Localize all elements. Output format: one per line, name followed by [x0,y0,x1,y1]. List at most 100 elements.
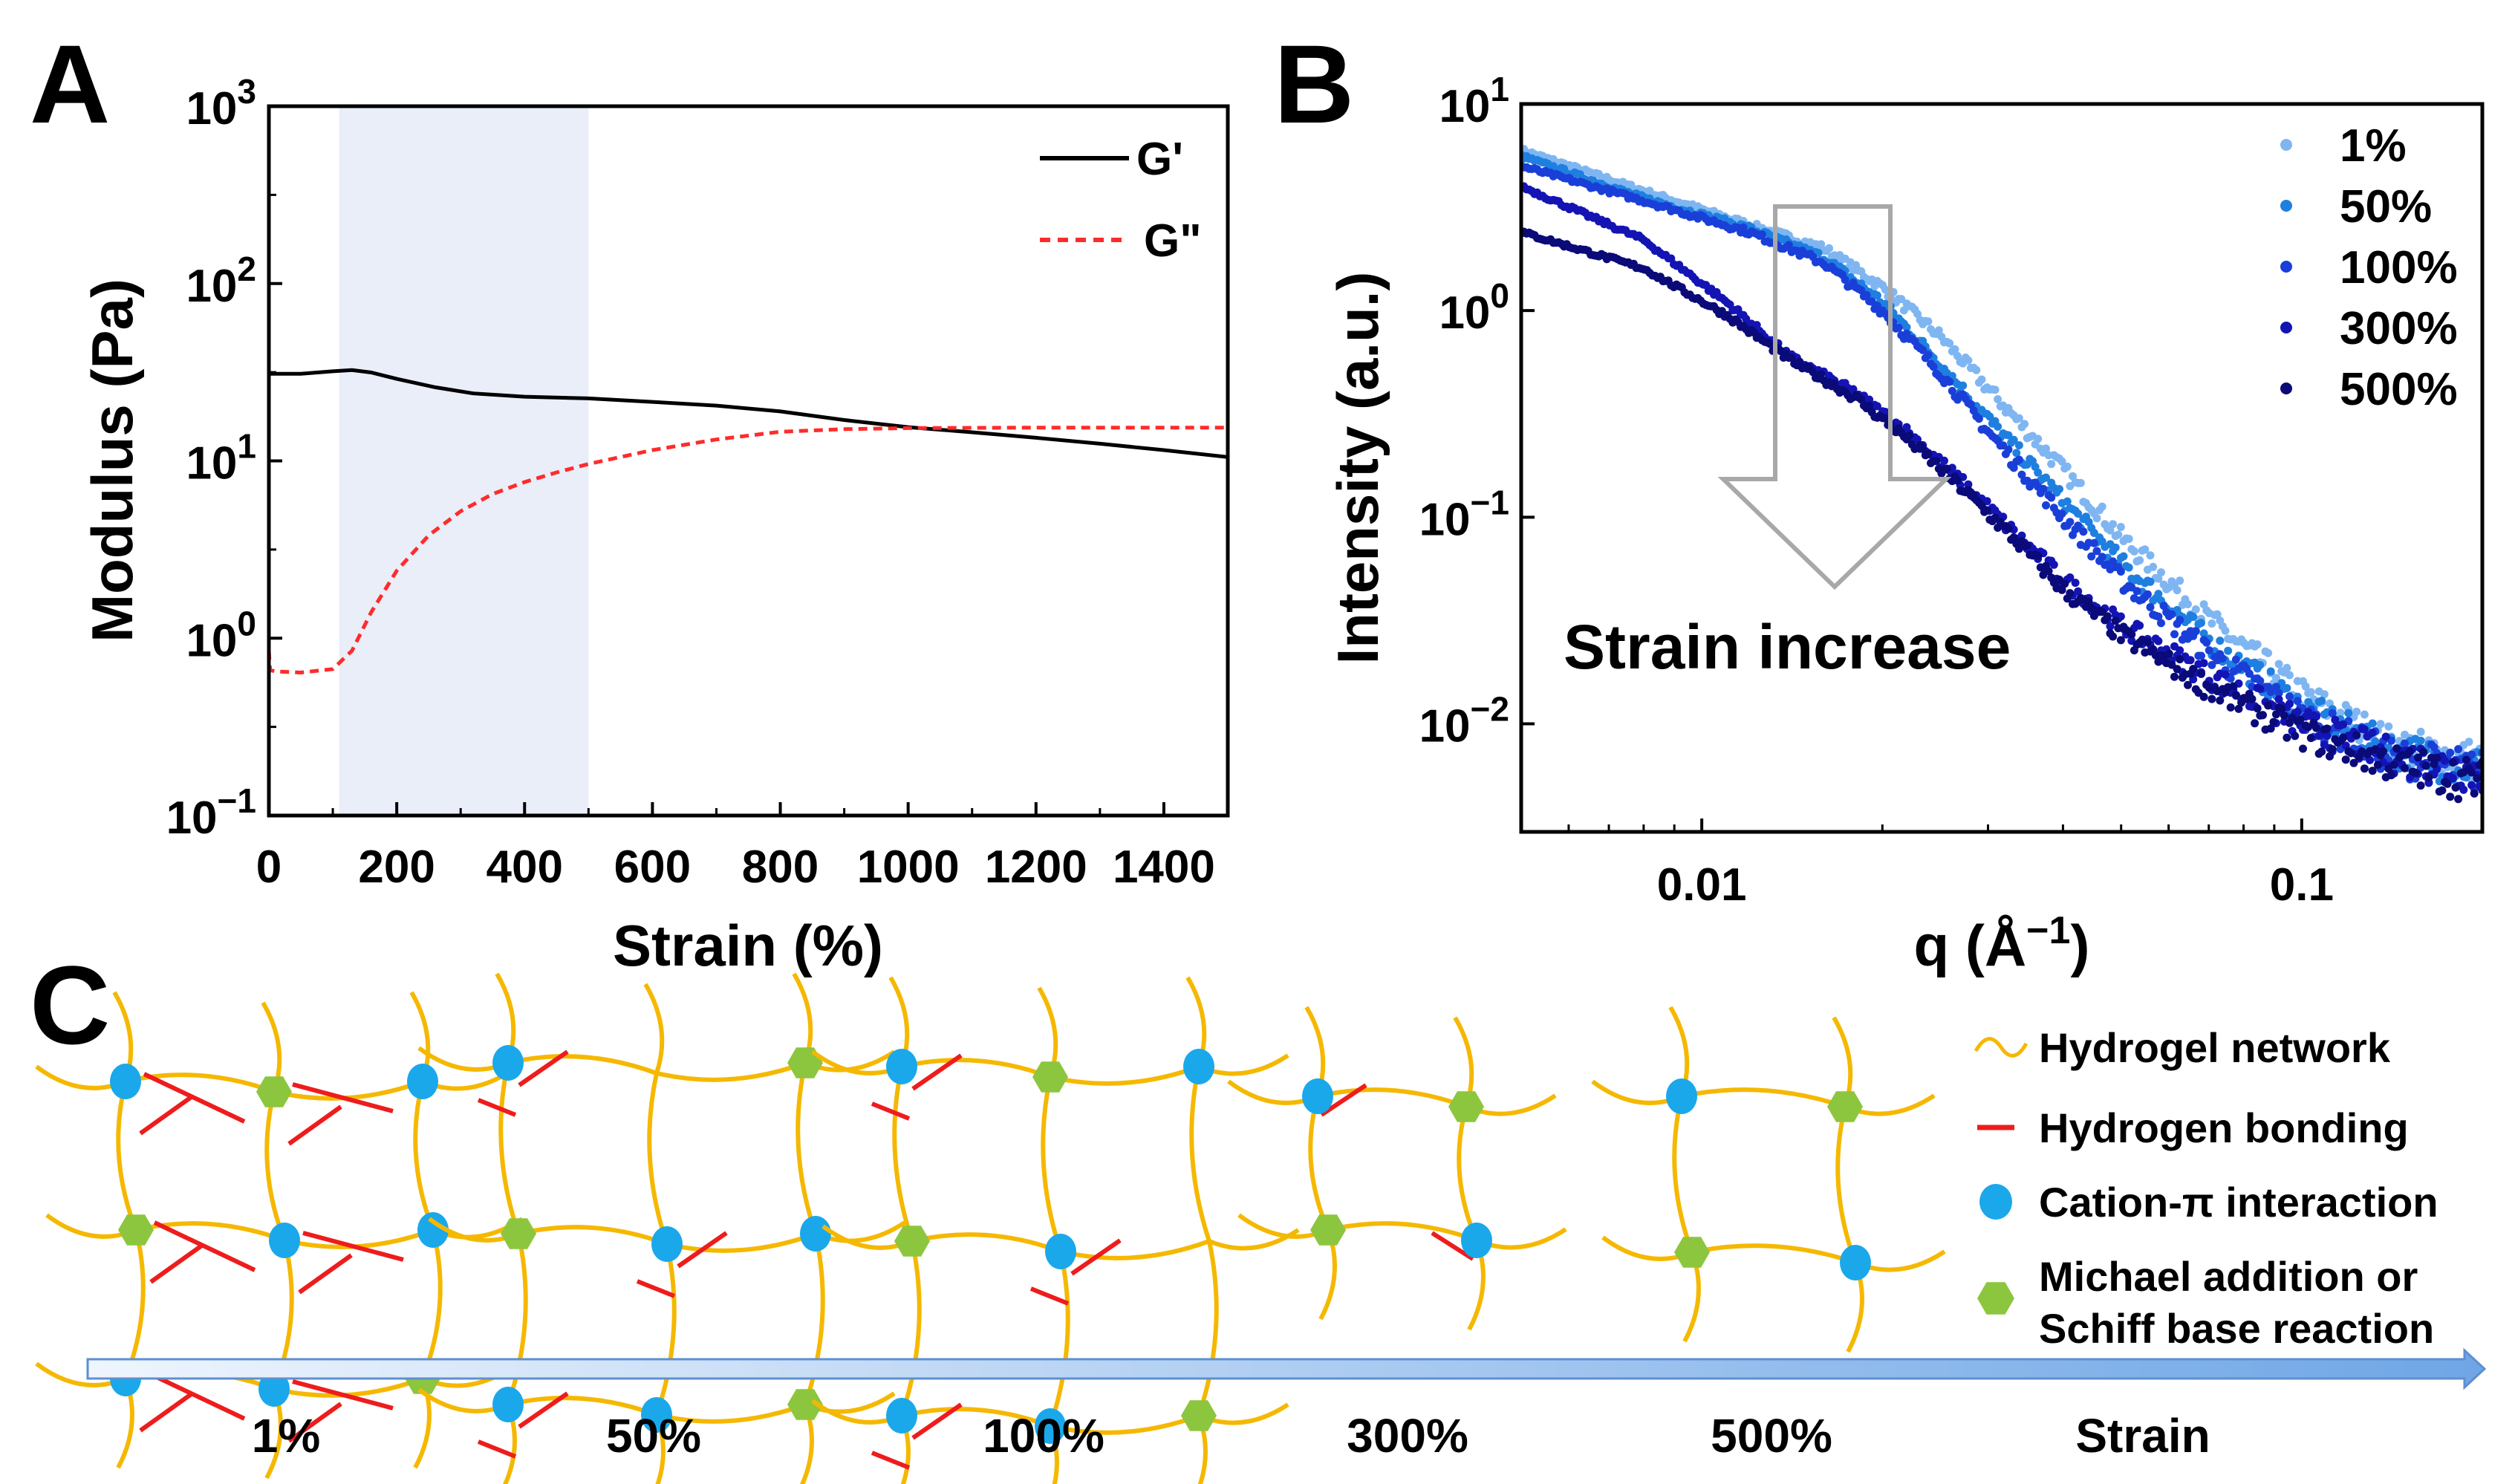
b-point-300% [2323,731,2332,740]
c-hbond [143,1072,246,1124]
b-point-500% [2109,632,2118,641]
c-cation-node [800,1216,831,1252]
b-point-100% [2176,616,2184,625]
c-hbond [139,1094,194,1136]
c-strain-axis-label: Strain [2075,1409,2210,1462]
b-point-50% [2216,637,2225,645]
b-point-1% [2274,660,2283,668]
b-y-tick-label: 10−2 [1419,690,1509,752]
b-point-500% [2416,781,2425,790]
b-point-50% [2074,510,2083,518]
b-point-300% [2368,729,2377,737]
b-point-100% [2143,590,2152,599]
b-point-100% [2218,654,2227,663]
b-point-100% [1784,241,1793,250]
b-legend-marker [2280,200,2292,212]
b-point-500% [2234,704,2243,713]
b-point-500% [2143,637,2152,646]
c-strain-label-500: 500% [1711,1409,1832,1462]
b-point-100% [2167,610,2176,619]
b-point-500% [2283,733,2291,742]
c-michael-node [894,1226,930,1257]
b-point-500% [2296,715,2305,724]
b-point-1% [2130,547,2138,556]
b-x-axis-title: q (Å−1) [1914,909,2090,978]
c-network-strand [1668,1006,1701,1343]
b-point-50% [2266,667,2275,676]
b-point-1% [2047,460,2056,469]
a-y-tick-label: 101 [186,427,256,489]
c-hbond [871,1101,911,1121]
b-point-500% [2401,764,2409,772]
b-point-500% [2371,745,2380,754]
b-point-100% [2207,660,2216,669]
b-y-ticks: 101 100 10−1 10−2 [1419,70,1535,752]
b-point-500% [2164,649,2173,658]
b-point-500% [2430,760,2438,769]
panel-b-letter: B [1274,22,1354,146]
b-point-50% [1985,412,1994,421]
b-point-1% [2199,600,2208,609]
b-point-500% [2433,753,2441,762]
b-point-100% [2004,445,2013,454]
c-cation-node [1302,1078,1333,1114]
b-point-500% [2103,612,2112,621]
b-point-100% [1757,230,1766,239]
c-legend-michael-label: Michael addition or [2039,1253,2418,1300]
b-point-500% [2406,747,2415,756]
b-point-100% [1945,377,1954,386]
b-point-300% [2381,732,2390,741]
b-point-500% [2341,755,2350,764]
c-hbond [1029,1286,1070,1306]
b-point-100% [1873,302,1881,310]
b-point-500% [2207,694,2216,703]
b-point-500% [2349,758,2358,767]
b-point-500% [2248,694,2257,703]
b-point-1% [2376,720,2385,729]
b-point-500% [2387,771,2395,780]
c-strain-label-1: 1% [252,1409,321,1462]
b-point-1% [1991,385,2000,394]
b-point-500% [2173,665,2181,674]
b-point-50% [2344,709,2353,717]
b-point-100% [2066,518,2075,527]
b-point-100% [2170,630,2179,639]
b-point-1% [2076,478,2085,487]
c-hbond [298,1253,353,1295]
b-point-300% [2199,659,2208,668]
b-point-500% [2197,669,2205,678]
b-point-1% [2384,722,2393,731]
b-point-100% [1857,286,1866,295]
b-point-1% [2213,610,2222,619]
c-hbond [1070,1238,1122,1276]
b-point-1% [2106,526,2115,535]
b-point-500% [2443,779,2452,788]
b-point-500% [2154,657,2163,666]
b-point-500% [2470,789,2479,798]
b-point-500% [2389,761,2398,769]
strain-increase-arrow [1717,204,1952,590]
b-point-50% [2124,563,2133,572]
b-point-50% [1994,422,2002,431]
b-point-500% [2462,755,2470,764]
b-point-300% [1865,395,1874,404]
c-legend-network-label: Hydrogel network [2039,1024,2391,1071]
b-point-50% [2034,468,2043,477]
b-point-500% [1905,432,1914,440]
b-point-1% [1934,326,1943,335]
b-point-100% [2191,627,2200,636]
b-point-1% [2098,502,2106,511]
c-cation-node [1461,1223,1492,1258]
a-y-ticks: 103 102 101 100 10−1 [166,72,282,844]
b-point-500% [2170,672,2179,681]
a-series-layer [269,368,1228,675]
panel-a-letter: A [30,22,110,146]
b-point-300% [2186,656,2195,665]
b-point-100% [1841,276,1849,284]
b-point-1% [1817,240,1826,249]
panel-c: C Hydrogel network Hydrogen bonding Cati… [30,943,2487,1484]
b-point-500% [2258,711,2267,720]
b-point-1% [2306,688,2315,697]
c-hbond [677,1231,728,1269]
b-point-300% [2467,781,2476,790]
